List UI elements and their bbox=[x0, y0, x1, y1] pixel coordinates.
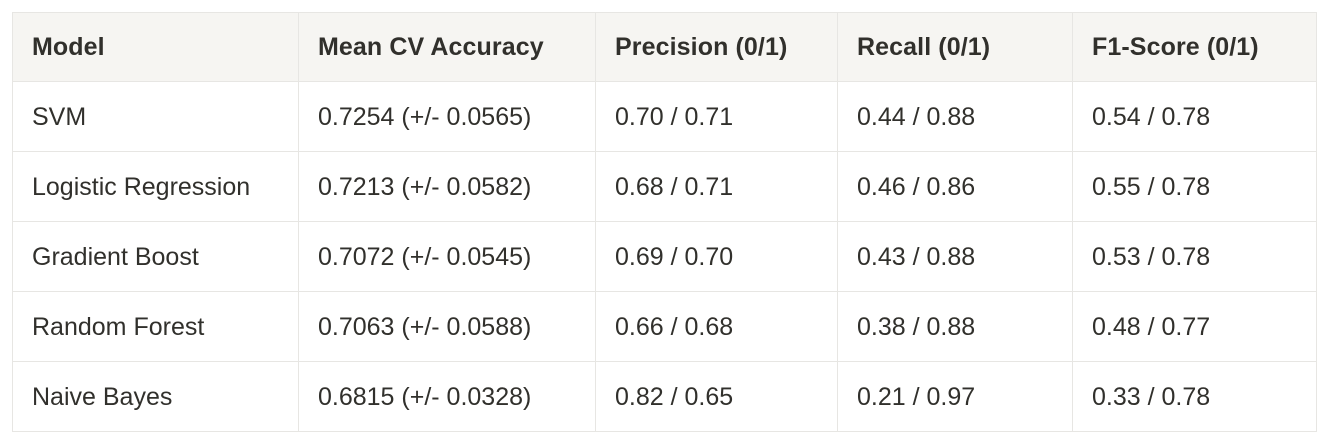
model-metrics-table-container: Model Mean CV Accuracy Precision (0/1) Reca… bbox=[12, 12, 1317, 432]
header-cell-model: Model bbox=[12, 12, 299, 82]
header-cell-recall-0-1: Recall (0/1) bbox=[837, 12, 1073, 82]
table-row-naive-bayes: Naive Bayes 0.6815 (+/- 0.0328) 0.82 / 0.6… bbox=[12, 361, 1317, 432]
model-metrics-table: Model Mean CV Accuracy Precision (0/1) Reca… bbox=[12, 12, 1317, 432]
metric-value-cell: 0.33 / 0.78 bbox=[1072, 361, 1317, 432]
model-name-cell: SVM bbox=[12, 81, 299, 152]
metric-value-cell: 0.43 / 0.88 bbox=[837, 221, 1073, 292]
table-row-gradient-boost: Gradient Boost 0.7072 (+/- 0.0545) 0.69 / … bbox=[12, 221, 1317, 292]
metric-value-cell: 0.7213 (+/- 0.0582) bbox=[298, 151, 596, 222]
metric-value-cell: 0.38 / 0.88 bbox=[837, 291, 1073, 362]
model-name-cell: Gradient Boost bbox=[12, 221, 299, 292]
header-cell-mean-cv-accuracy: Mean CV Accuracy bbox=[298, 12, 596, 82]
model-name-cell: Random Forest bbox=[12, 291, 299, 362]
metric-value-cell: 0.55 / 0.78 bbox=[1072, 151, 1317, 222]
metric-value-cell: 0.70 / 0.71 bbox=[595, 81, 838, 152]
header-cell-f1-score-0-1: F1-Score (0/1) bbox=[1072, 12, 1317, 82]
metric-value-cell: 0.48 / 0.77 bbox=[1072, 291, 1317, 362]
metric-value-cell: 0.7254 (+/- 0.0565) bbox=[298, 81, 596, 152]
table-row-svm: SVM 0.7254 (+/- 0.0565) 0.70 / 0.71 0.44 / … bbox=[12, 81, 1317, 152]
table-header-row: Model Mean CV Accuracy Precision (0/1) Reca… bbox=[12, 12, 1317, 82]
metric-value-cell: 0.82 / 0.65 bbox=[595, 361, 838, 432]
metric-value-cell: 0.21 / 0.97 bbox=[837, 361, 1073, 432]
metric-value-cell: 0.46 / 0.86 bbox=[837, 151, 1073, 222]
metric-value-cell: 0.66 / 0.68 bbox=[595, 291, 838, 362]
metric-value-cell: 0.69 / 0.70 bbox=[595, 221, 838, 292]
metric-value-cell: 0.7063 (+/- 0.0588) bbox=[298, 291, 596, 362]
table-row-random-forest: Random Forest 0.7063 (+/- 0.0588) 0.66 / 0… bbox=[12, 291, 1317, 362]
metric-value-cell: 0.6815 (+/- 0.0328) bbox=[298, 361, 596, 432]
model-name-cell: Logistic Regression bbox=[12, 151, 299, 222]
model-name-cell: Naive Bayes bbox=[12, 361, 299, 432]
header-cell-precision-0-1: Precision (0/1) bbox=[595, 12, 838, 82]
metric-value-cell: 0.53 / 0.78 bbox=[1072, 221, 1317, 292]
metric-value-cell: 0.54 / 0.78 bbox=[1072, 81, 1317, 152]
metric-value-cell: 0.68 / 0.71 bbox=[595, 151, 838, 222]
metric-value-cell: 0.7072 (+/- 0.0545) bbox=[298, 221, 596, 292]
metric-value-cell: 0.44 / 0.88 bbox=[837, 81, 1073, 152]
table-row-logistic-regression: Logistic Regression 0.7213 (+/- 0.0582) 0.… bbox=[12, 151, 1317, 222]
